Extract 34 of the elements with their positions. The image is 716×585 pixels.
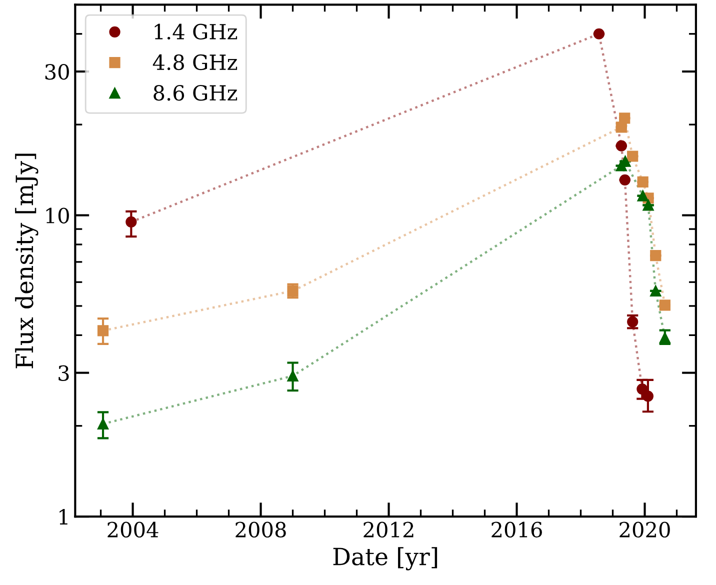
point [650, 250, 662, 262]
point [97, 325, 109, 336]
x-tick-label: 2016 [492, 522, 542, 538]
point [616, 122, 627, 133]
point [126, 216, 137, 228]
point [659, 332, 670, 344]
point [637, 176, 648, 188]
point [287, 285, 298, 296]
y-tick-label: 10 [46, 208, 69, 224]
point [627, 150, 638, 162]
x-tick-label: 2020 [620, 522, 670, 538]
point [642, 390, 654, 402]
y-tick-label: 1 [60, 509, 68, 524]
point [650, 285, 662, 296]
legend-label: 4.8 GHz [152, 54, 238, 70]
point [642, 200, 654, 211]
point [287, 370, 298, 382]
point [637, 190, 648, 202]
point [636, 383, 648, 395]
point [593, 28, 605, 40]
x-axis-title: Date [yr] [333, 547, 438, 570]
x-tick-label: 2012 [364, 522, 414, 538]
x-tick-label: 2008 [236, 522, 286, 538]
legend-label: 8.6 GHz [154, 84, 238, 101]
y-axis-title: Flux density [mJy] [15, 154, 38, 368]
point [97, 418, 109, 430]
legend-label: 1.4 GHz [154, 24, 238, 40]
point [619, 174, 630, 186]
y-tick-label: 3 [58, 365, 69, 382]
point [616, 140, 627, 152]
y-tick-label: 30 [45, 64, 69, 80]
x-tick-label: 2004 [108, 522, 158, 538]
point [659, 300, 670, 311]
point [619, 112, 630, 124]
